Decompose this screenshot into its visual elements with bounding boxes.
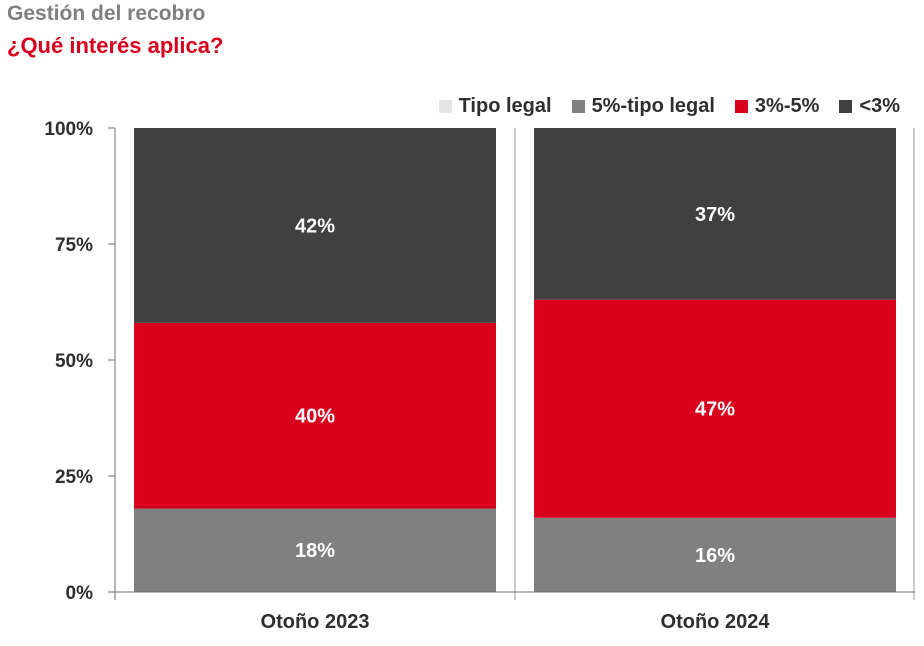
legend-swatch-tipo-legal [438, 100, 452, 113]
y-tick-label: 0% [66, 583, 94, 604]
bar-segment-1-1 [534, 517, 896, 592]
bar-segment-0-3 [134, 128, 496, 323]
data-label-1-2: 47% [695, 399, 735, 421]
bar-segment-0-2 [134, 322, 496, 509]
data-label-1-1: 16% [695, 545, 735, 567]
chart-title: Gestión del recobro [7, 2, 206, 25]
category-label-0: Otoño 2023 [261, 611, 370, 633]
bar-segment-1-3 [534, 128, 896, 300]
y-tick-label: 75% [55, 235, 93, 256]
legend-label-lt-3: <3% [859, 95, 900, 117]
legend-item-tipo-legal: Tipo legal [438, 95, 552, 118]
bar-segment-0-1 [134, 508, 496, 592]
legend-swatch-5-tipo-legal [571, 100, 585, 113]
data-label-0-3: 42% [295, 215, 335, 237]
data-label-0-2: 40% [295, 406, 335, 428]
chart-subtitle: ¿Qué interés aplica? [7, 33, 224, 58]
chart-legend: Tipo legal 5%-tipo legal 3%-5% <3% [438, 95, 900, 118]
y-tick-label: 100% [44, 119, 93, 140]
data-label-1-3: 37% [695, 204, 735, 226]
y-tick-label: 25% [55, 467, 93, 488]
legend-item-3-5: 3%-5% [734, 95, 820, 118]
data-label-0-1: 18% [295, 540, 335, 562]
legend-item-5-tipo-legal: 5%-tipo legal [571, 95, 715, 118]
legend-swatch-lt-3 [839, 100, 853, 113]
legend-label-5-tipo-legal: 5%-tipo legal [591, 95, 715, 117]
y-tick-label: 50% [55, 351, 93, 372]
legend-label-3-5: 3%-5% [754, 95, 820, 117]
category-label-1: Otoño 2024 [661, 611, 771, 633]
legend-swatch-3-5 [734, 100, 748, 113]
bar-segment-1-2 [534, 299, 896, 518]
legend-item-lt-3: <3% [839, 95, 900, 118]
legend-label-tipo-legal: Tipo legal [458, 95, 552, 117]
